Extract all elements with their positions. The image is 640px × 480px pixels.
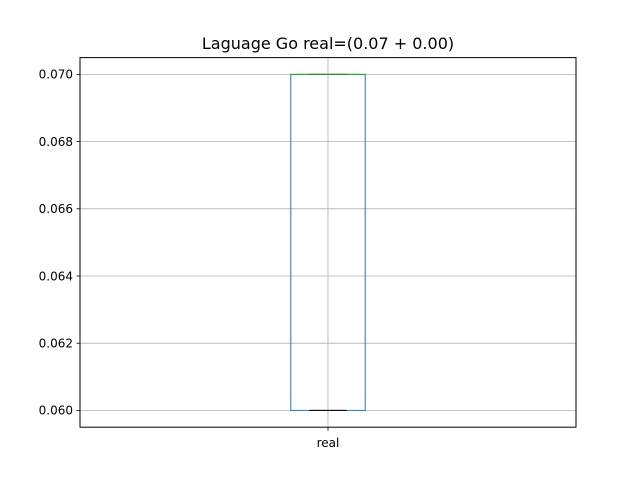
y-tick-label: 0.060 (39, 404, 73, 418)
y-tick-label: 0.062 (39, 337, 73, 351)
y-tick-label: 0.068 (39, 135, 73, 149)
y-tick-label: 0.064 (39, 269, 73, 283)
y-tick-label: 0.066 (39, 202, 73, 216)
x-tick-label: real (317, 436, 340, 450)
chart-title: Laguage Go real=(0.07 + 0.00) (202, 34, 454, 53)
y-tick-label: 0.070 (39, 68, 73, 82)
axes: 0.060 0.062 0.064 0.066 0.068 0.070 real (39, 68, 340, 451)
box-plot (290, 73, 366, 411)
grid-lines (80, 57, 576, 428)
